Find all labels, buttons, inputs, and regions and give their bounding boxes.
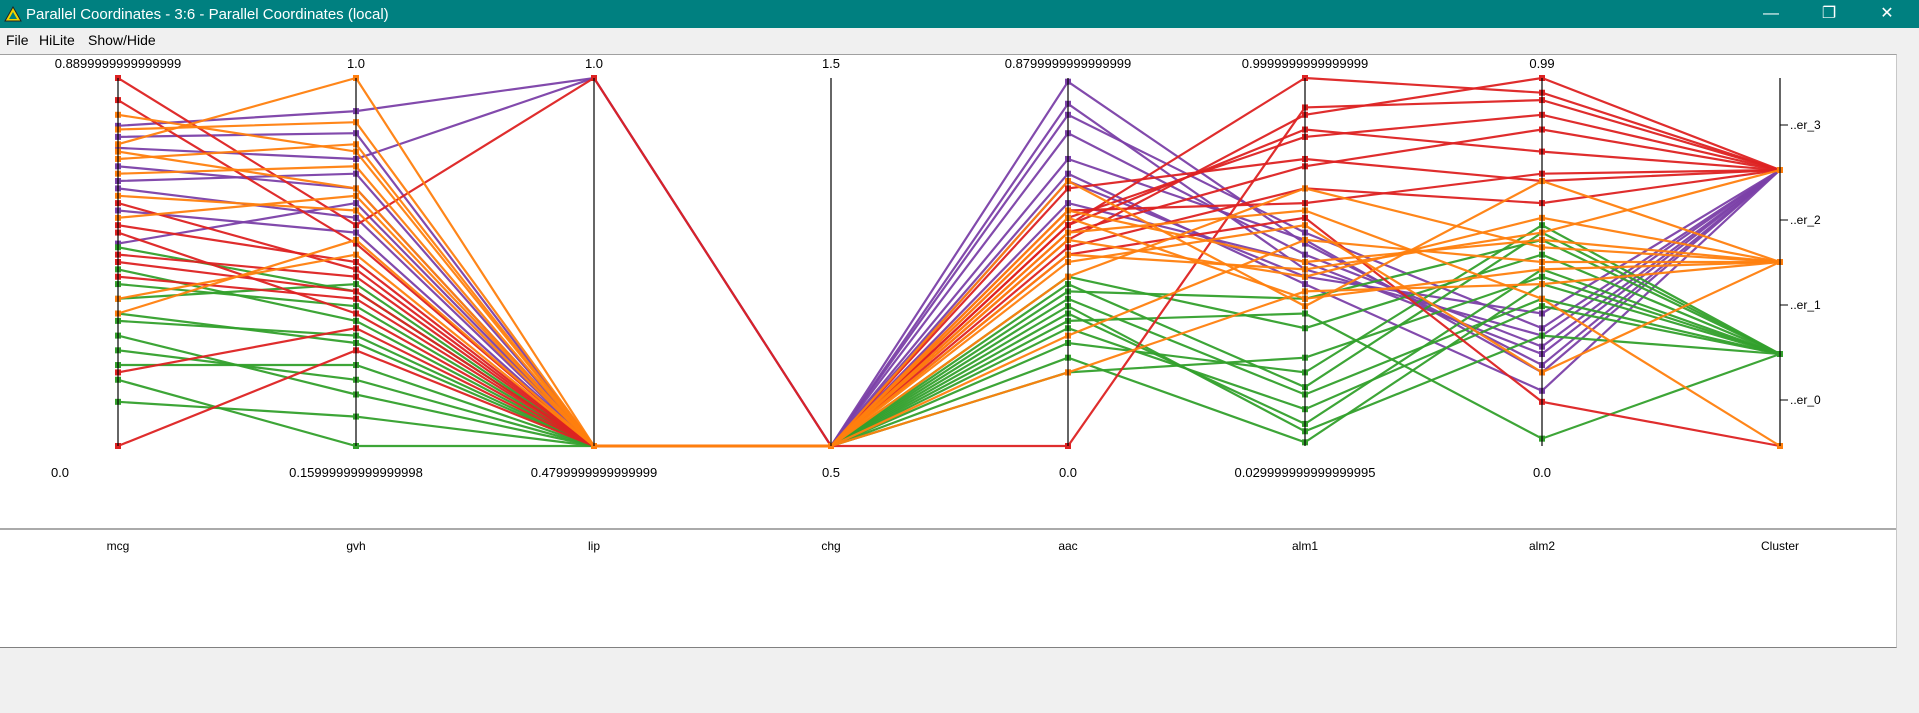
data-line-0-7[interactable] <box>117 169 1781 448</box>
axis-min-label: 0.0 <box>1059 465 1077 480</box>
minimize-icon: — <box>1763 5 1779 22</box>
axis-name-label: alm1 <box>1292 539 1318 553</box>
window-title: Parallel Coordinates - 3:6 - Parallel Co… <box>26 6 389 23</box>
restore-button[interactable]: ❐ <box>1800 0 1858 28</box>
data-line-3-8[interactable] <box>117 194 1781 448</box>
data-line-3-3[interactable] <box>117 165 1781 448</box>
axis-name-label: Cluster <box>1761 539 1799 553</box>
axis-name-label: chg <box>821 539 840 553</box>
axis-min-label: 0.0 <box>1533 465 1551 480</box>
data-line-0-4[interactable] <box>117 132 1781 448</box>
data-line-2-6[interactable] <box>117 168 1781 448</box>
cluster-category-label: ..er_3 <box>1790 118 1821 132</box>
axis-name-label: alm2 <box>1529 539 1555 553</box>
menu-hilite[interactable]: HiLite <box>39 32 75 48</box>
axis-min-label: 0.15999999999999998 <box>289 465 423 480</box>
data-line-1-1[interactable] <box>117 268 1781 448</box>
data-line-2-9[interactable] <box>117 76 1781 448</box>
axis-name-label: aac <box>1058 539 1077 553</box>
title-bar: Parallel Coordinates - 3:6 - Parallel Co… <box>0 0 1919 28</box>
data-line-1-0[interactable] <box>117 283 1781 448</box>
axis-max-label: 0.8799999999999999 <box>1005 56 1132 71</box>
data-line-3-4[interactable] <box>117 150 1781 448</box>
data-line-3-1[interactable] <box>117 121 1781 448</box>
app-logo-icon <box>4 6 22 22</box>
menu-file[interactable]: File <box>6 32 29 48</box>
data-line-1-5[interactable] <box>117 305 1781 448</box>
menu-bar: File HiLite Show/Hide <box>0 28 1919 52</box>
data-line-3-6[interactable] <box>117 238 1780 448</box>
data-line-3-5[interactable] <box>117 194 1781 448</box>
data-line-1-6[interactable] <box>117 238 1781 448</box>
axis-max-label: 0.99 <box>1529 56 1554 71</box>
data-line-2-5[interactable] <box>117 128 1781 448</box>
data-line-3-9[interactable] <box>117 168 1781 448</box>
menu-show-hide[interactable]: Show/Hide <box>88 32 156 48</box>
axis-max-label: 1.5 <box>822 56 840 71</box>
data-line-0-5[interactable] <box>117 169 1781 448</box>
axis-max-label: 0.9999999999999999 <box>1242 56 1369 71</box>
data-line-2-4[interactable] <box>117 128 1781 448</box>
close-icon: ✕ <box>1880 5 1894 22</box>
cluster-category-label: ..er_0 <box>1790 393 1821 407</box>
data-line-3-0[interactable] <box>117 76 1781 448</box>
axis-min-label: 0.0 <box>51 465 69 480</box>
axis-max-label: 0.8899999999999999 <box>55 56 182 71</box>
plot-canvas[interactable]: 0.8899999999999999 0.0 mcg 1.0 0.15999999999… <box>0 54 1897 648</box>
axis-min-label: 0.4799999999999999 <box>531 465 658 480</box>
axis-name-label: gvh <box>346 539 365 553</box>
minimize-button[interactable]: — <box>1742 0 1800 28</box>
axis-name-label: lip <box>588 539 600 553</box>
data-line-2-2[interactable] <box>117 157 1781 448</box>
axis-max-label: 1.0 <box>347 56 365 71</box>
data-line-1-10[interactable] <box>117 304 1781 448</box>
data-line-3-7[interactable] <box>117 113 1781 448</box>
cluster-category-label: ..er_1 <box>1790 298 1821 312</box>
cluster-category-label: ..er_2 <box>1790 213 1821 227</box>
data-line-0-1[interactable] <box>117 76 1781 448</box>
data-line-0-6[interactable] <box>117 113 1781 448</box>
close-button[interactable]: ✕ <box>1858 0 1916 28</box>
parallel-coordinates-chart[interactable]: 0.8899999999999999 0.0 mcg 1.0 0.15999999999… <box>0 55 1896 647</box>
data-line-3-2[interactable] <box>117 143 1781 448</box>
axis-min-label: 0.029999999999999995 <box>1235 465 1376 480</box>
data-line-2-3[interactable] <box>117 168 1781 448</box>
data-line-0-0[interactable] <box>117 76 1781 449</box>
restore-icon: ❐ <box>1821 5 1837 22</box>
axis-max-label: 1.0 <box>585 56 603 71</box>
axis-min-label: 0.5 <box>822 465 840 480</box>
data-line-0-3[interactable] <box>117 169 1781 448</box>
axis-name-label: mcg <box>107 539 130 553</box>
data-line-1-3[interactable] <box>118 282 1781 448</box>
